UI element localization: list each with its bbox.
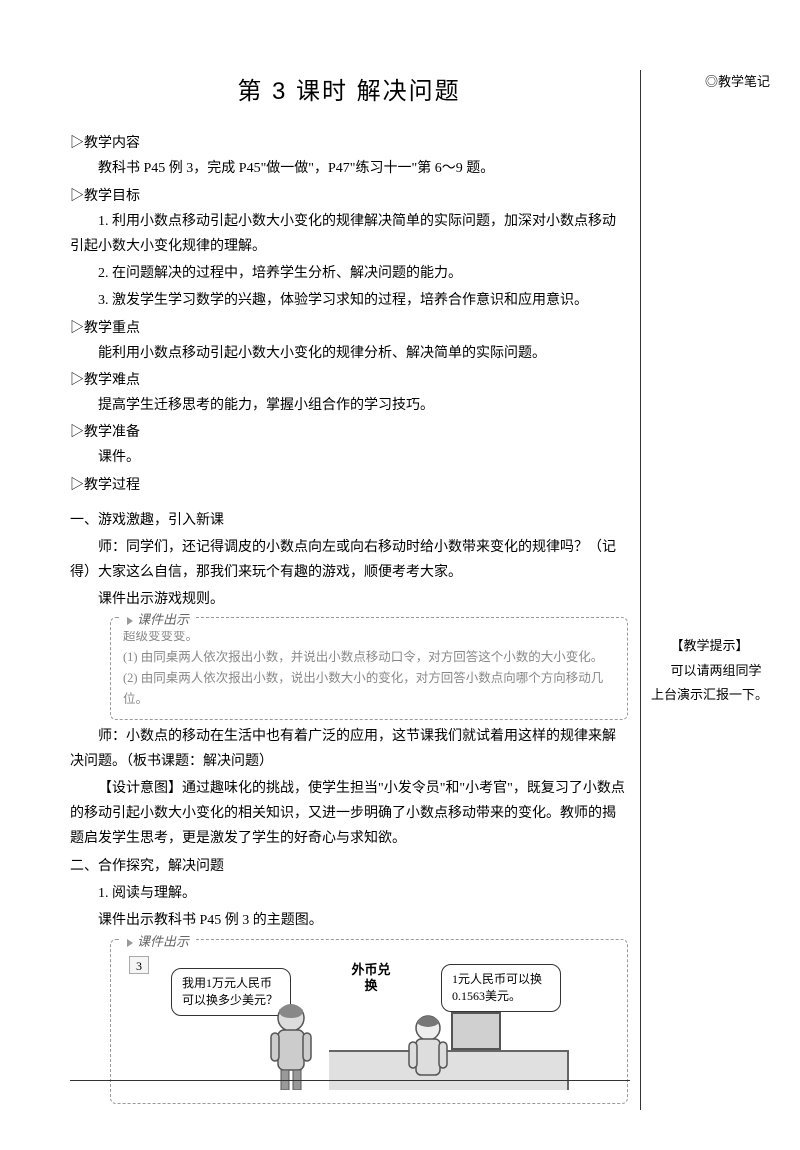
sidebar-header: ◎教学笔记 [705, 70, 770, 93]
callout-label: 课件出示 [121, 608, 195, 631]
example-number: 3 [129, 956, 149, 974]
part1-design: 【设计意图】通过趣味化的挑战，使学生担当"小发令员"和"小考官"，既复习了小数点… [70, 776, 628, 852]
monitor-icon [451, 1012, 501, 1050]
exchange-sign: 外币兑换 [346, 962, 396, 993]
cartoon-scene: 我用1万元人民币可以换多少美元？ 外币兑换 1元人民币可以换0.1563美元。 [171, 960, 551, 1090]
prep-text: 课件。 [70, 445, 628, 470]
sidebar-teaching-tip: 【教学提示】 可以请两组同学上台演示汇报一下。 [651, 634, 770, 708]
callout-label-2: 课件出示 [121, 930, 195, 953]
diff-text: 提高学生迁移思考的能力，掌握小组合作的学习技巧。 [70, 393, 628, 418]
focus-text: 能利用小数点移动引起小数大小变化的规律分析、解决简单的实际问题。 [70, 341, 628, 366]
section-goal-head: ▷教学目标 [70, 184, 628, 209]
page-title: 第 3 课时 解决问题 [70, 70, 628, 113]
goal-3: 3. 激发学生学习数学的兴趣，体验学习求知的过程，培养合作意识和应用意识。 [70, 288, 628, 313]
bottom-rule [70, 1080, 630, 1081]
person-teller-icon [401, 1012, 456, 1090]
tip-head: 【教学提示】 [651, 634, 770, 659]
callout-game-rules: 课件出示 超级变变变。 (1) 由同桌两人依次报出小数，并说出小数点移动口令，对… [110, 617, 628, 720]
section-diff-head: ▷教学难点 [70, 368, 628, 393]
speech-bubble-right: 1元人民币可以换0.1563美元。 [441, 964, 561, 1012]
section-focus-head: ▷教学重点 [70, 316, 628, 341]
part2-head: 二、合作探究，解决问题 [70, 854, 628, 879]
goal-1: 1. 利用小数点移动引起小数大小变化的规律解决简单的实际问题，加深对小数点移动引… [70, 209, 628, 259]
callout-line-2: (1) 由同桌两人依次报出小数，并说出小数点移动口令，对方回答这个小数的大小变化… [123, 647, 615, 668]
section-proc-head: ▷教学过程 [70, 473, 628, 498]
section-content-text: 教科书 P45 例 3，完成 P45"做一做"，P47"练习十一"第 6～9 题… [70, 156, 628, 181]
sidebar-notes: ◎教学笔记 【教学提示】 可以请两组同学上台演示汇报一下。 [640, 70, 770, 1110]
section-content-head: ▷教学内容 [70, 131, 628, 156]
person-customer-icon [261, 1000, 321, 1090]
tip-body: 可以请两组同学上台演示汇报一下。 [651, 659, 770, 708]
section-prep-head: ▷教学准备 [70, 420, 628, 445]
callout-line-1: 超级变变变。 [123, 626, 615, 647]
part2-p1: 1. 阅读与理解。 [70, 881, 628, 906]
part1-p1: 师：同学们，还记得调皮的小数点向左或向右移动时给小数带来变化的规律吗？（记得）大… [70, 535, 628, 585]
goal-2: 2. 在问题解决的过程中，培养学生分析、解决问题的能力。 [70, 261, 628, 286]
callout-line-3: (2) 由同桌两人依次报出小数，说出小数大小的变化，对方回答小数点向哪个方向移动… [123, 668, 615, 711]
part1-p3: 师：小数点的移动在生活中也有着广泛的应用，这节课我们就试着用这样的规律来解决问题… [70, 724, 628, 774]
part1-head: 一、游戏激趣，引入新课 [70, 508, 628, 533]
